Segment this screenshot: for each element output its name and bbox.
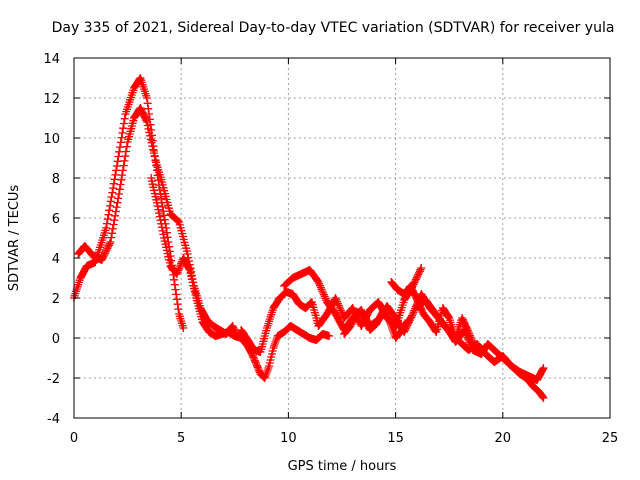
axis-ticks — [73, 57, 611, 419]
x-tick-label: 10 — [280, 431, 297, 446]
y-tick-labels: -4 -2 0 2 4 6 8 10 12 14 — [43, 52, 60, 427]
series-markers — [340, 308, 413, 342]
y-tick-label: 6 — [52, 212, 60, 227]
chart-title: Day 335 of 2021, Sidereal Day-to-day VTE… — [52, 20, 615, 36]
grid-lines — [74, 58, 610, 418]
series-d — [237, 264, 426, 356]
x-tick-label: 15 — [387, 431, 404, 446]
x-tick-label: 25 — [602, 431, 619, 446]
plot-frame — [73, 57, 611, 419]
y-tick-label: 2 — [52, 292, 60, 307]
y-tick-label: -2 — [47, 372, 60, 387]
series-g — [413, 296, 548, 384]
y-tick-label: 14 — [43, 52, 60, 67]
y-tick-label: 4 — [52, 252, 60, 267]
series-markers — [74, 104, 241, 340]
x-tick-labels: 0 5 10 15 20 25 — [70, 431, 618, 446]
y-tick-label: 0 — [52, 332, 60, 347]
series-markers — [413, 296, 548, 384]
x-tick-label: 20 — [495, 431, 512, 446]
y-axis-title: SDTVAR / TECUs — [7, 185, 22, 292]
data-markers — [70, 74, 548, 402]
x-axis-title: GPS time / hours — [288, 459, 397, 474]
y-tick-label: -4 — [47, 412, 60, 427]
series-c — [147, 174, 334, 382]
series-markers — [147, 174, 334, 382]
series-h — [340, 308, 413, 342]
x-tick-label: 5 — [177, 431, 185, 446]
series-b — [74, 104, 241, 340]
y-tick-label: 10 — [43, 132, 60, 147]
x-tick-label: 0 — [70, 431, 78, 446]
y-tick-label: 8 — [52, 172, 60, 187]
series-markers — [237, 264, 426, 356]
y-tick-label: 12 — [43, 92, 60, 107]
